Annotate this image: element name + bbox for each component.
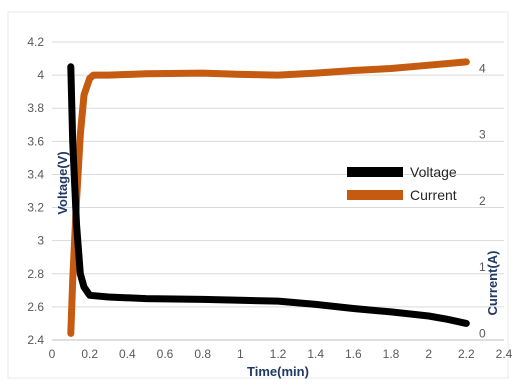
x-tick-label: 0.8	[194, 347, 211, 361]
x-tick-label: 0	[49, 347, 56, 361]
y-right-tick-label: 1	[479, 260, 486, 274]
y-axis-right-title: Current(A)	[485, 251, 500, 316]
y-left-tick-label: 3.4	[27, 167, 44, 181]
x-tick-label: 1.6	[345, 347, 362, 361]
y-right-tick-label: 3	[479, 128, 486, 142]
x-axis-title: Time(min)	[247, 364, 309, 379]
gridlines	[52, 41, 504, 308]
y-left-tick-label: 3.8	[27, 101, 44, 115]
y-right-tick-label: 4	[479, 61, 486, 75]
y-left-tick-label: 3	[37, 234, 44, 248]
y-left-tick-label: 4	[37, 68, 44, 82]
y-left-tick-label: 2.4	[27, 333, 44, 347]
legend-label-voltage: Voltage	[410, 164, 457, 180]
legend: Voltage Current	[347, 164, 457, 203]
x-tick-label: 2	[425, 347, 432, 361]
series-line-voltage	[67, 63, 470, 327]
legend-label-current: Current	[410, 187, 457, 203]
tick-labels: 2.4 2.6 2.8 3 3.2 3.4 3.6 3.8 4 4.2 0 1 2 3 4 0 0.2 0.4 0.…	[27, 35, 512, 361]
y-right-tick-label: 0	[479, 326, 486, 340]
x-tick-label: 0.4	[119, 347, 136, 361]
y-left-tick-label: 2.6	[27, 300, 44, 314]
series-line-current	[67, 58, 470, 337]
x-tick-label: 0.2	[81, 347, 98, 361]
y-left-tick-label: 2.8	[27, 267, 44, 281]
y-left-tick-label: 3.6	[27, 134, 44, 148]
x-tick-label: 2.4	[496, 347, 513, 361]
series	[67, 58, 470, 337]
y-left-tick-label: 3.2	[27, 201, 44, 215]
x-tick-label: 1.8	[383, 347, 400, 361]
x-tick-label: 1.2	[270, 347, 287, 361]
y-left-tick-label: 4.2	[27, 35, 44, 49]
y-axis-left-title: Voltage(V)	[55, 151, 70, 214]
x-tick-label: 1.4	[307, 347, 324, 361]
y-right-tick-label: 2	[479, 194, 486, 208]
x-tick-label: 0.6	[157, 347, 174, 361]
x-tick-label: 2.2	[458, 347, 475, 361]
x-tick-label: 1	[237, 347, 244, 361]
